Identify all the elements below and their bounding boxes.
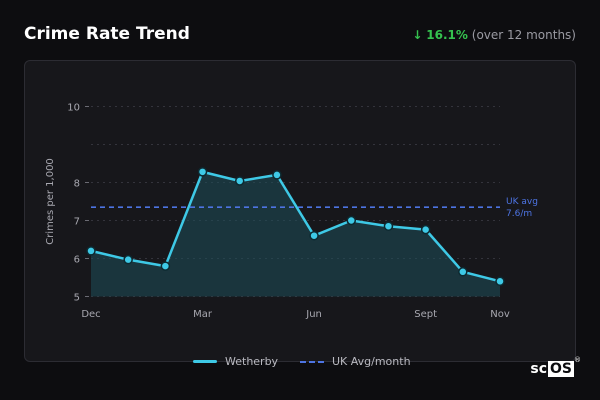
brand-boxed: OS xyxy=(548,361,574,377)
legend-item-uk-avg[interactable]: UK Avg/month xyxy=(300,355,411,368)
trend-change-indicator: ↓ 16.1% (over 12 months) xyxy=(412,28,576,42)
legend-swatch-wetherby xyxy=(193,360,217,363)
trend-change-period: (over 12 months) xyxy=(471,28,576,42)
data-point xyxy=(86,246,96,256)
trend-down-arrow-icon: ↓ xyxy=(412,28,423,42)
legend-label-uk-avg: UK Avg/month xyxy=(332,355,411,368)
uk-average-label: UK avg xyxy=(506,197,538,207)
y-tick-label: 6 xyxy=(74,255,80,266)
brand-prefix: sc xyxy=(530,361,548,377)
trend-change-percent: 16.1% xyxy=(426,28,468,42)
legend-item-wetherby[interactable]: Wetherby xyxy=(193,355,278,368)
y-tick-label: 8 xyxy=(74,179,80,190)
y-axis-label: Crimes per 1,000 xyxy=(45,158,56,245)
data-point xyxy=(383,221,394,231)
data-point xyxy=(458,267,468,277)
data-point xyxy=(160,261,171,271)
series-area-fill xyxy=(91,171,500,297)
x-tick-label: Dec xyxy=(81,309,100,320)
data-point xyxy=(234,176,245,186)
x-tick-label: Mar xyxy=(193,309,213,320)
chart-axes: 5 6 7 8 10 Crimes per 1,000 Dec Mar Jun Sept Nov xyxy=(45,103,510,321)
uk-average-value-label: 7.6/m xyxy=(506,209,532,219)
y-tick-label: 7 xyxy=(74,217,80,228)
y-tick-label: 10 xyxy=(67,103,80,114)
data-point xyxy=(420,224,431,235)
x-tick-label: Jun xyxy=(305,309,322,320)
chart-legend: Wetherby UK Avg/month xyxy=(0,355,600,371)
data-point xyxy=(272,170,282,180)
x-tick-label: Sept xyxy=(414,309,437,320)
chart-reference-layer: UK avg 7.6/m xyxy=(91,197,538,219)
chart-series-layer xyxy=(86,167,505,287)
data-point xyxy=(123,254,133,265)
series-line-wetherby xyxy=(90,170,501,283)
header: Crime Rate Trend ↓ 16.1% (over 12 months… xyxy=(24,24,576,50)
scos-logo: sc OS ® xyxy=(530,356,581,378)
data-point xyxy=(309,230,319,241)
legend-swatch-uk-avg xyxy=(300,360,324,363)
data-point xyxy=(197,167,208,177)
data-point xyxy=(495,276,505,287)
data-point xyxy=(346,215,357,226)
legend-label-wetherby: Wetherby xyxy=(225,355,279,368)
page-title: Crime Rate Trend xyxy=(24,24,190,44)
x-tick-label: Nov xyxy=(490,309,510,320)
chart-area xyxy=(91,171,500,297)
registered-mark-icon: ® xyxy=(574,356,581,364)
y-tick-label: 5 xyxy=(74,293,80,304)
